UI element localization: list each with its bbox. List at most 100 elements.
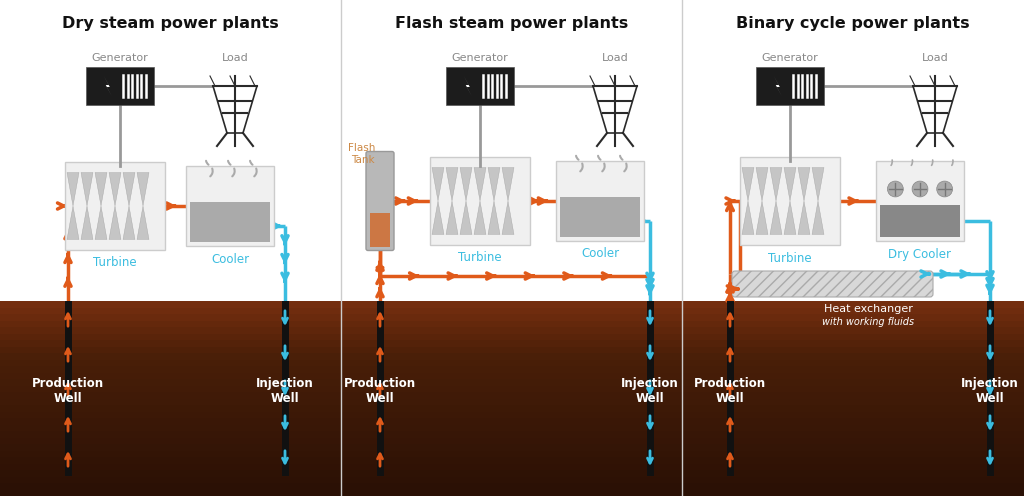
Bar [341,366,682,372]
Bar [65,301,72,476]
Polygon shape [464,76,472,96]
Bar [682,392,1024,398]
Text: with working fluids: with working fluids [822,317,914,327]
Bar [341,314,682,320]
Text: Injection
Well: Injection Well [256,377,314,405]
Text: Load: Load [922,53,948,63]
Bar [0,477,341,483]
Bar [682,431,1024,437]
Polygon shape [784,168,796,201]
Text: Dry Cooler: Dry Cooler [889,248,951,261]
Bar [341,333,682,340]
Bar [341,301,682,308]
Bar [682,308,1024,314]
Bar [0,372,341,379]
Polygon shape [81,173,93,206]
Bar [341,437,682,444]
Bar [341,490,682,496]
Text: Cooler: Cooler [581,247,620,260]
Bar [682,340,1024,347]
Bar [682,385,1024,392]
Bar [682,366,1024,372]
Bar [682,301,1024,308]
Circle shape [937,181,952,197]
Polygon shape [446,201,458,235]
Bar [186,166,274,246]
Bar [682,412,1024,418]
Text: Production
Well: Production Well [694,377,766,405]
Polygon shape [756,168,768,201]
Polygon shape [502,168,514,201]
Bar [341,483,682,490]
FancyBboxPatch shape [732,271,933,297]
Text: Cooler: Cooler [211,253,249,266]
Text: Flash
Tank: Flash Tank [347,143,375,165]
Polygon shape [460,201,472,235]
Polygon shape [109,173,121,206]
Polygon shape [770,168,782,201]
Bar [341,398,682,405]
Bar [740,157,840,245]
Bar [646,301,653,476]
Polygon shape [812,168,824,201]
Bar [341,425,682,431]
Bar [446,67,514,105]
Text: Heat exchanger: Heat exchanger [823,304,912,314]
Bar [0,412,341,418]
Polygon shape [742,201,754,235]
Polygon shape [432,201,444,235]
Text: Generator: Generator [452,53,508,63]
Bar [682,314,1024,320]
Bar [682,333,1024,340]
Bar [341,392,682,398]
Polygon shape [474,168,486,201]
Polygon shape [432,168,444,201]
Bar [86,67,154,105]
Text: Turbine: Turbine [768,252,812,265]
Bar [377,301,384,476]
Bar [341,379,682,385]
Polygon shape [123,206,135,240]
Polygon shape [798,168,810,201]
Circle shape [912,181,928,197]
Text: Turbine: Turbine [93,256,137,269]
Bar [0,398,341,405]
Bar [682,450,1024,457]
Bar [682,437,1024,444]
Polygon shape [502,201,514,235]
Bar [986,301,993,476]
Bar [756,67,824,105]
Polygon shape [95,206,106,240]
Polygon shape [109,206,121,240]
FancyBboxPatch shape [366,151,394,250]
Bar [0,470,341,477]
Polygon shape [137,206,150,240]
Bar [341,353,682,360]
Bar [341,470,682,477]
Polygon shape [784,201,796,235]
Circle shape [888,181,903,197]
Polygon shape [446,168,458,201]
Bar [0,425,341,431]
Bar [682,353,1024,360]
Text: Injection
Well: Injection Well [962,377,1019,405]
Bar [682,360,1024,366]
Bar [0,301,341,308]
Polygon shape [95,173,106,206]
Polygon shape [67,173,79,206]
Text: Generator: Generator [91,53,148,63]
Bar [341,340,682,347]
Bar [341,412,682,418]
Bar [726,301,733,476]
Text: Production
Well: Production Well [344,377,416,405]
Bar [341,327,682,333]
Bar [341,405,682,412]
Text: Injection
Well: Injection Well [622,377,679,405]
Text: Binary cycle power plants: Binary cycle power plants [736,16,970,31]
Bar [370,213,390,247]
Bar [682,463,1024,470]
Bar [682,327,1024,333]
Bar [0,437,341,444]
Polygon shape [460,168,472,201]
Bar [0,490,341,496]
